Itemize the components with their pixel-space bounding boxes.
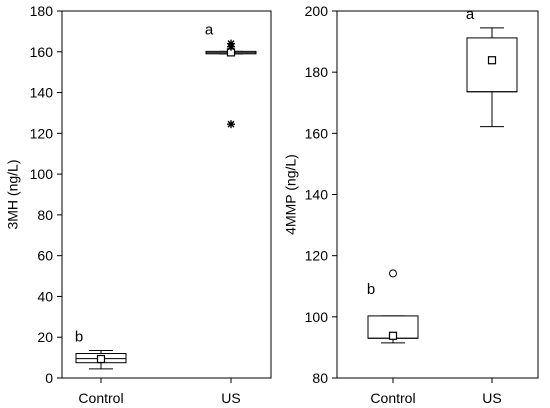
- iqr-box: [466, 37, 518, 93]
- outlier-marker: [227, 120, 235, 129]
- significance-letter: b: [367, 281, 375, 298]
- x-tick-label: Control: [370, 390, 415, 406]
- chart-4mmp: 80 100 120 140 160 180 200 4MMP (ng/L) Control US…: [283, 3, 539, 406]
- y-tick-label: 20: [37, 329, 53, 345]
- y-tick-label: 200: [305, 3, 329, 19]
- outlier-marker: [389, 269, 397, 278]
- y-tick-label: 0: [45, 370, 53, 386]
- x-tick-label: US: [482, 390, 501, 406]
- outlier-marker: [227, 42, 235, 51]
- mean-marker: [388, 331, 398, 340]
- y-tick-label: 40: [37, 288, 53, 304]
- y-tick-label: 180: [305, 64, 329, 80]
- y-tick-label: 160: [305, 125, 329, 141]
- y-tick-label: 120: [30, 125, 54, 141]
- mean-marker: [96, 354, 106, 364]
- y-tick-label: 180: [30, 3, 54, 19]
- plot-frame: [61, 10, 272, 379]
- y-tick-label: 160: [30, 44, 54, 60]
- y-tick-label: 140: [305, 187, 329, 203]
- y-tick-label: 140: [30, 85, 54, 101]
- mean-marker: [487, 56, 497, 65]
- y-tick-label: 100: [305, 309, 329, 325]
- y-axis-title: 4MMP (ng/L): [283, 154, 299, 235]
- y-tick-label: 80: [37, 207, 53, 223]
- box-control: b: [75, 328, 127, 370]
- y-axis-title: 3MH (ng/L): [5, 159, 21, 229]
- y-tick-label: 100: [30, 166, 54, 182]
- box-control: b: [367, 269, 419, 344]
- x-tick-label: US: [221, 390, 240, 406]
- y-tick-label: 80: [312, 370, 328, 386]
- y-tick-label: 120: [305, 248, 329, 264]
- x-tick-label: Control: [78, 390, 123, 406]
- box-us: a: [466, 6, 518, 128]
- chart-3mh: 0 20 40 60 80 100 120 140 160 180 3MH (ng/L) Contro…: [5, 3, 272, 406]
- outlier-stroke: [227, 43, 235, 51]
- significance-letter: b: [75, 328, 83, 345]
- significance-letter: a: [466, 6, 475, 23]
- significance-letter: a: [205, 22, 214, 39]
- box-us: a: [205, 22, 257, 129]
- outlier-stroke: [227, 120, 235, 128]
- y-tick-label: 60: [37, 248, 53, 264]
